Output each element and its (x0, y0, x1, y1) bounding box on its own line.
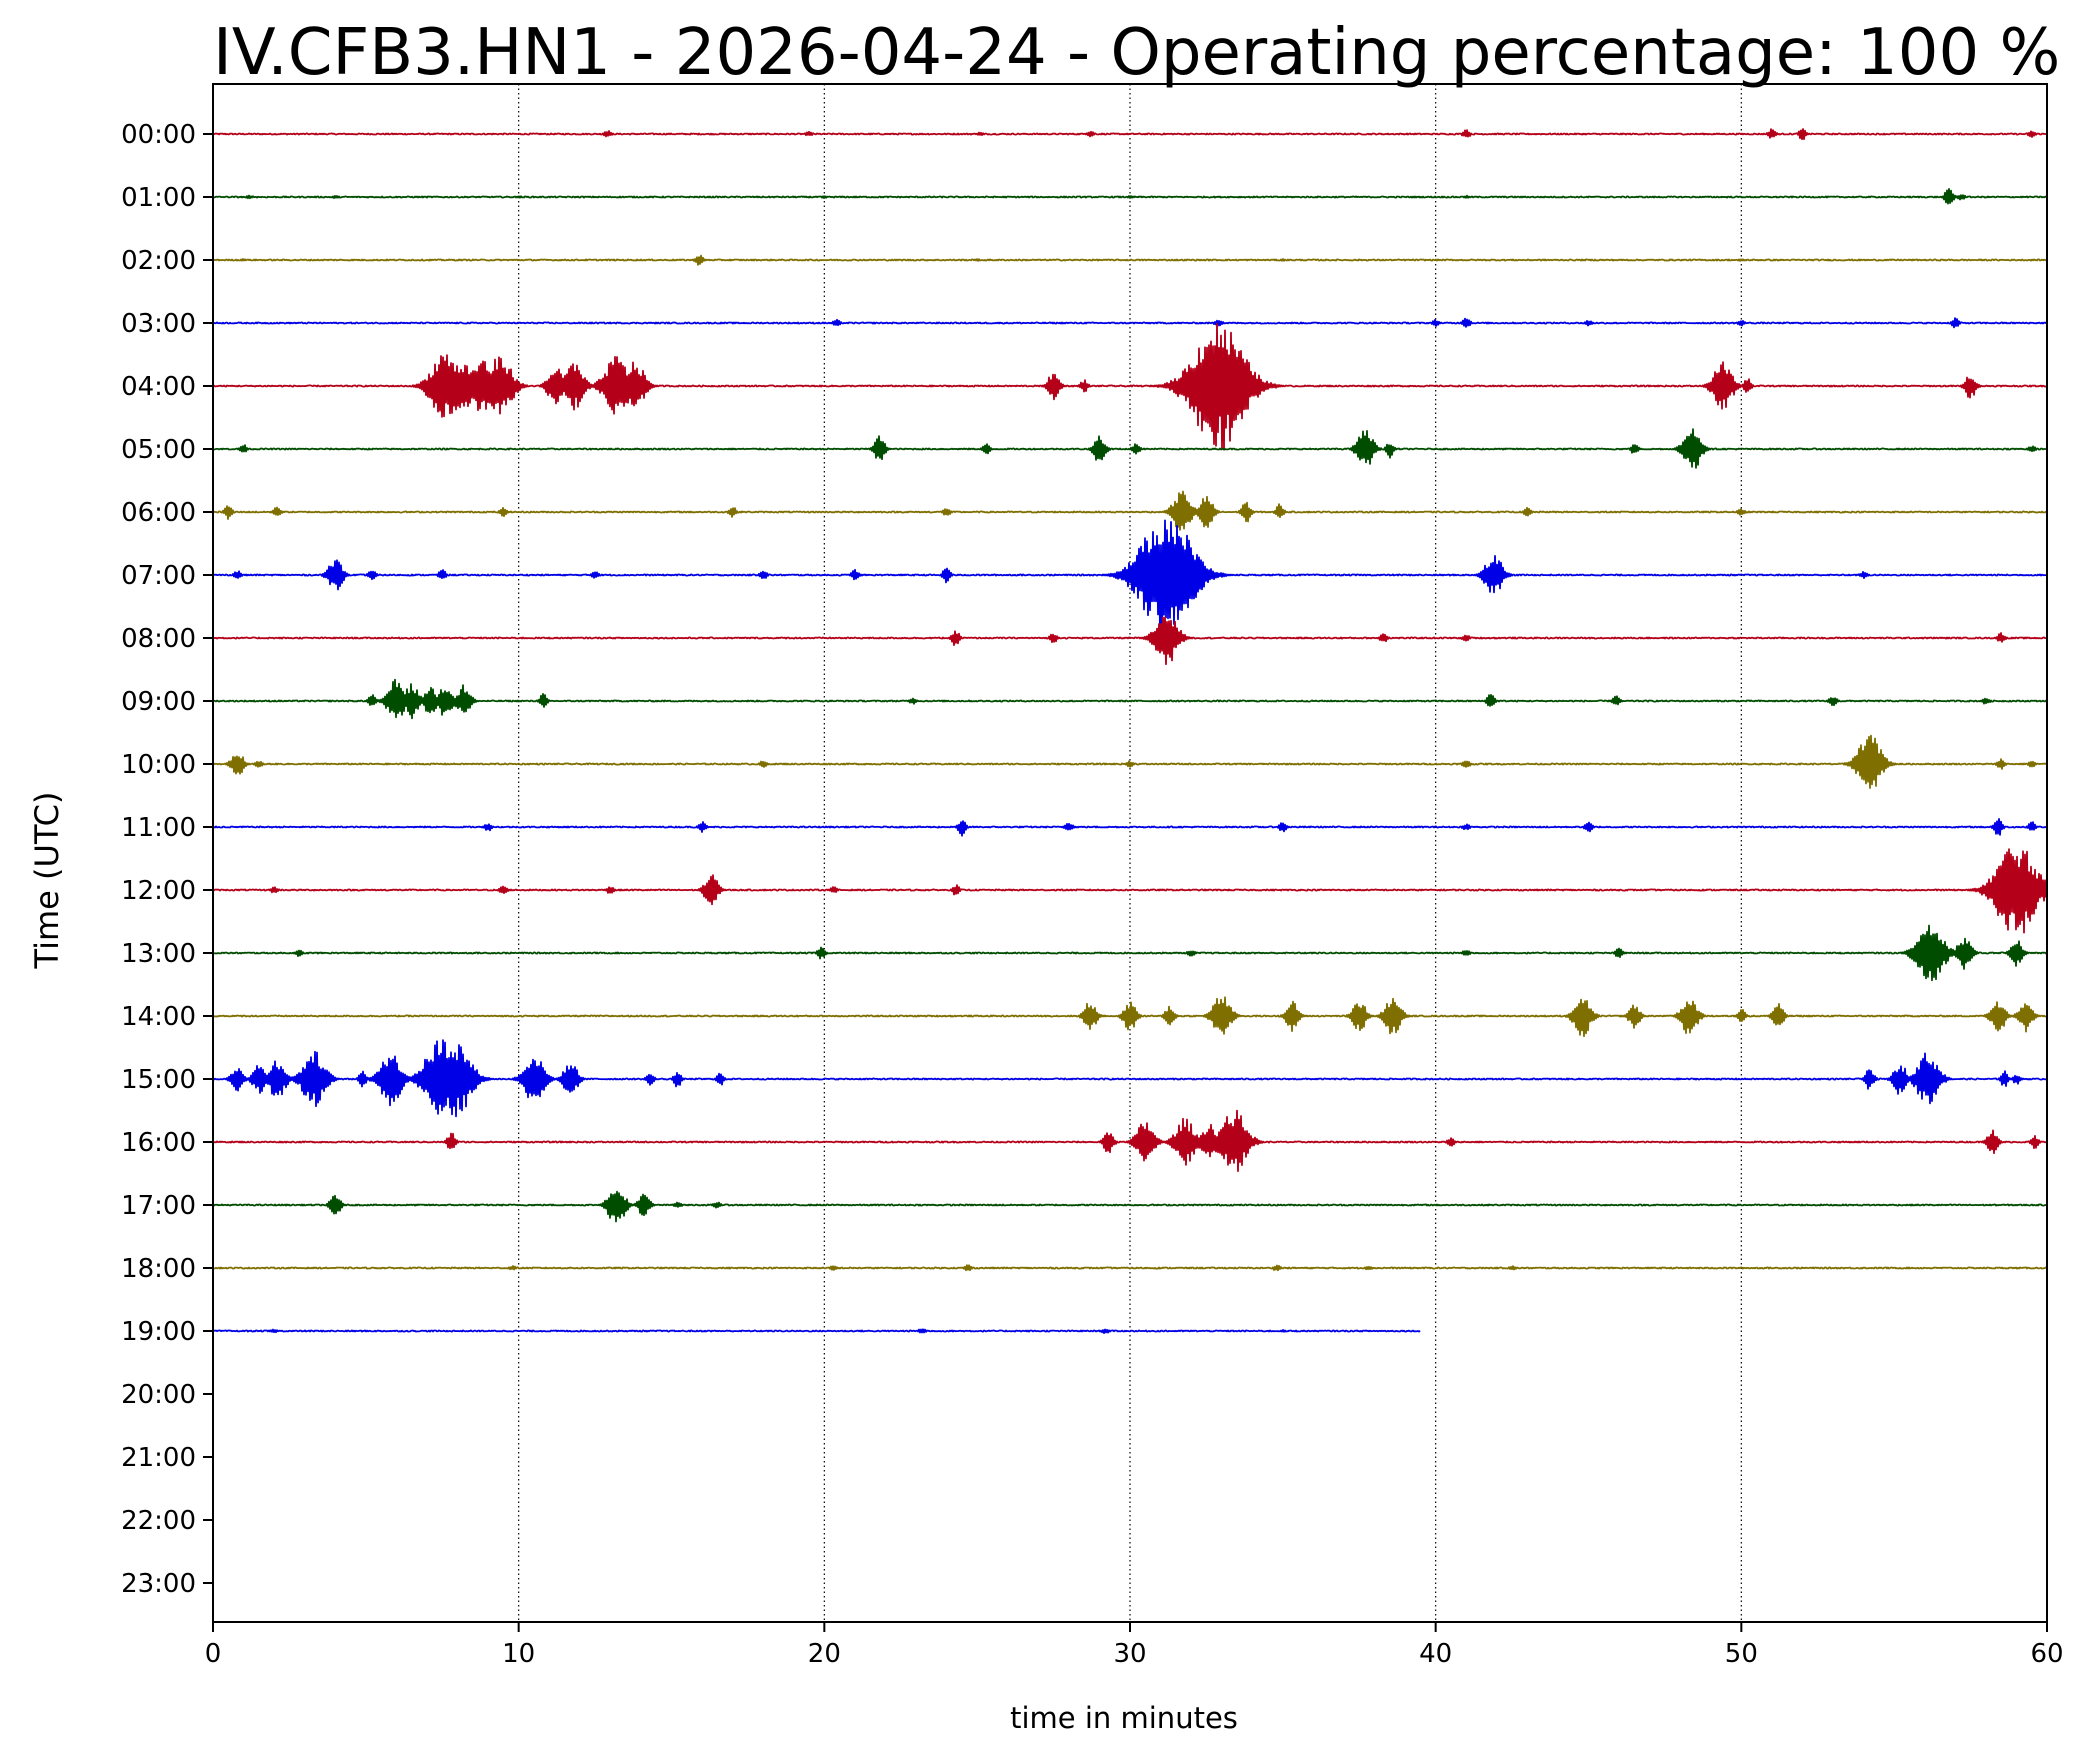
y-tick-label: 02:00 (121, 246, 196, 276)
y-tick-label: 12:00 (121, 876, 196, 906)
x-axis-label: time in minutes (1010, 1701, 1238, 1735)
trace-group (212, 128, 2048, 1334)
y-tick-label: 07:00 (121, 561, 196, 591)
y-tick-label: 00:00 (121, 120, 196, 150)
trace-line (212, 616, 2048, 666)
trace-line (212, 1039, 2048, 1118)
y-tick-label: 06:00 (121, 498, 196, 528)
y-tick-label: 10:00 (121, 750, 196, 780)
y-tick-label: 14:00 (121, 1002, 196, 1032)
y-tick-label: 21:00 (121, 1443, 196, 1473)
y-tick-label: 01:00 (121, 183, 196, 213)
x-tick-label: 50 (1725, 1639, 1758, 1669)
trace-line (212, 1109, 2048, 1172)
y-axis: 00:00 01:00 02:00 03:00 04:00 05:00 06:00 07:00… (121, 120, 213, 1599)
trace-line (212, 188, 2048, 205)
y-tick-label: 08:00 (121, 624, 196, 654)
y-tick-label: 22:00 (121, 1506, 196, 1536)
y-tick-label: 09:00 (121, 687, 196, 717)
y-tick-label: 20:00 (121, 1380, 196, 1410)
trace-line (212, 848, 2048, 934)
trace-line (212, 323, 2048, 451)
trace-line (212, 678, 2048, 720)
trace-line (212, 924, 2048, 982)
trace-line (212, 734, 2048, 789)
x-axis: 0 10 20 30 40 50 60 (205, 1622, 2064, 1669)
trace-line (212, 818, 2048, 837)
trace-line (212, 490, 2047, 531)
y-tick-label: 05:00 (121, 435, 196, 465)
trace-line (212, 254, 2047, 266)
trace-line (212, 317, 2048, 329)
y-tick-label: 11:00 (121, 813, 196, 843)
trace-line (212, 428, 2048, 469)
grid-lines (518, 84, 1742, 1622)
chart-title: IV.CFB3.HN1 - 2026-04-24 - Operating per… (213, 16, 2061, 90)
x-tick-label: 30 (1113, 1639, 1146, 1669)
trace-line (212, 1264, 2048, 1272)
x-tick-label: 40 (1419, 1639, 1452, 1669)
trace-line (212, 519, 2048, 640)
y-tick-label: 03:00 (121, 309, 196, 339)
x-tick-label: 10 (502, 1639, 535, 1669)
y-tick-label: 18:00 (121, 1254, 196, 1284)
x-tick-label: 60 (2030, 1639, 2063, 1669)
x-tick-label: 20 (808, 1639, 841, 1669)
y-tick-label: 13:00 (121, 939, 196, 969)
y-tick-label: 15:00 (121, 1065, 196, 1095)
trace-line (212, 996, 2048, 1038)
y-tick-label: 16:00 (121, 1128, 196, 1158)
trace-line (212, 1190, 2048, 1223)
y-tick-label: 19:00 (121, 1317, 196, 1347)
trace-line (212, 128, 2048, 141)
y-tick-label: 17:00 (121, 1191, 196, 1221)
trace-line (212, 1328, 1421, 1334)
x-tick-label: 0 (205, 1639, 222, 1669)
y-tick-label: 23:00 (121, 1569, 196, 1599)
y-tick-label: 04:00 (121, 372, 196, 402)
